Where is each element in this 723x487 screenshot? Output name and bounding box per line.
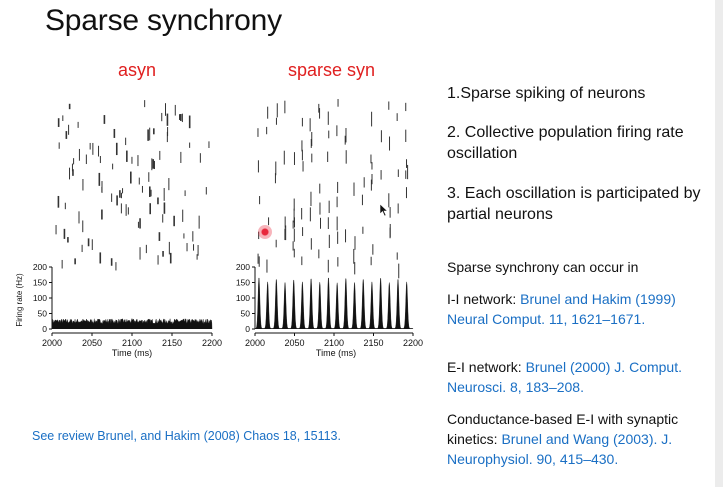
x-tick-label: 2000 [245, 338, 265, 348]
point-2: 2. Collective population firing rate osc… [447, 122, 707, 164]
point-1-text: Sparse spiking of neurons [460, 85, 646, 102]
review-reference[interactable]: See review Brunel, and Hakim (2008) Chao… [32, 429, 341, 443]
occurrence-item-3: Conductance-based E-I with synaptic kine… [447, 409, 709, 469]
asyn-raster [55, 100, 210, 271]
y-tick-label: 50 [241, 309, 251, 319]
occurrence-item-1: I-I network: Brunel and Hakim (1999) Neu… [447, 289, 709, 329]
y-tick-label: 50 [38, 309, 48, 319]
x-tick-label: 2200 [202, 338, 222, 348]
slide-title: Sparse synchrony [45, 4, 282, 37]
y-tick-label: 100 [33, 293, 47, 303]
pointer-highlight [258, 225, 272, 239]
y-tick-label: 0 [245, 324, 250, 334]
occurrence-item-2: E-I network: Brunel (2000) J. Comput. Ne… [447, 357, 709, 397]
sparse-syn-label: sparse syn [288, 60, 376, 80]
occurrence-heading: Sparse synchrony can occur in [447, 259, 639, 275]
y-tick-label: 150 [33, 278, 47, 288]
sparse-syn-rate-plot: 0 50 100 150 200 2000 2050 2100 2150 2200 [236, 262, 423, 348]
occurrence-item-2-label: E-I network: [447, 359, 526, 375]
occurrence-item-1-label: I-I network: [447, 291, 521, 307]
point-3-number: 3. [447, 185, 461, 202]
x-axis-label-left: Time (ms) [112, 348, 152, 358]
x-tick-label: 2150 [363, 338, 383, 348]
y-tick-label: 150 [236, 278, 250, 288]
x-tick-label: 2200 [403, 338, 423, 348]
x-tick-label: 2100 [324, 338, 344, 348]
y-tick-label: 200 [236, 262, 250, 272]
x-tick-label: 2000 [42, 338, 62, 348]
window-edge [715, 0, 723, 487]
x-tick-label: 2050 [284, 338, 304, 348]
y-tick-label: 100 [236, 293, 250, 303]
occurrence-item-3-label: Conductance-based E-I with synaptic kine… [447, 411, 679, 447]
y-axis-label: Firing rate (Hz) [15, 273, 24, 327]
rate-trace [51, 318, 213, 330]
asyn-rate-plot: 0 50 100 150 200 2000 2050 2100 2150 2200 [33, 262, 222, 348]
point-3: 3. Each oscillation is participated by p… [447, 183, 717, 225]
point-2-text: Collective population firing rate oscill… [447, 124, 684, 162]
mouse-cursor-icon [379, 203, 389, 217]
point-1-number: 1. [447, 85, 461, 102]
x-tick-label: 2100 [122, 338, 142, 348]
x-axis-label-right: Time (ms) [316, 348, 356, 358]
point-3-text: Each oscillation is participated by part… [447, 185, 701, 223]
occurrence-item-3-ref[interactable]: Brunel and Wang (2003). J. Neurophysiol.… [447, 431, 673, 467]
y-tick-label: 0 [42, 324, 47, 334]
x-tick-label: 2150 [162, 338, 182, 348]
point-2-number: 2. [447, 124, 461, 141]
asyn-label: asyn [118, 60, 157, 80]
y-tick-label: 200 [33, 262, 47, 272]
point-1: 1.Sparse spiking of neurons [447, 83, 707, 104]
x-tick-label: 2050 [82, 338, 102, 348]
occurrence-item-1-ref[interactable]: Brunel and Hakim (1999) Neural Comput. 1… [447, 291, 676, 327]
rate-trace [254, 277, 414, 330]
sparse-syn-raster [257, 99, 409, 279]
occurrence-item-2-ref[interactable]: Brunel (2000) J. Comput. Neurosci. 8, 18… [447, 359, 682, 395]
